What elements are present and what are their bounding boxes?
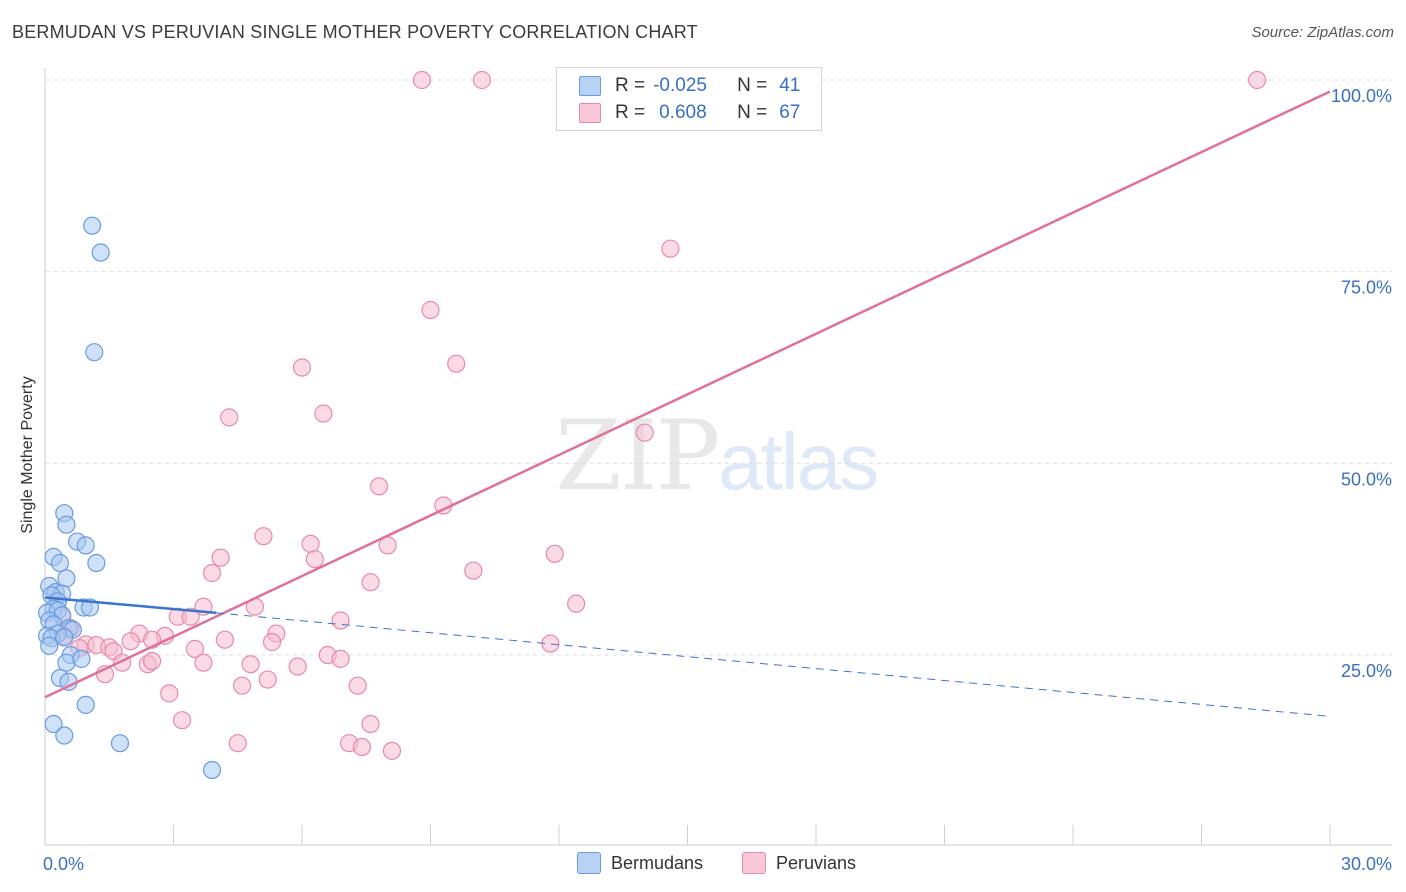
watermark-atlas: atlas: [718, 417, 879, 506]
series-legend: Bermudans Peruvians: [0, 852, 1406, 878]
peruvian-point: [361, 714, 380, 734]
peruvian-point: [288, 657, 307, 676]
bermudan-point: [202, 760, 222, 780]
legend-n-value: 41: [779, 75, 801, 96]
y-tick-label: 25.0%: [1341, 661, 1392, 681]
bermudan-point: [83, 216, 102, 235]
bermudan-point: [44, 714, 63, 734]
y-axis-label: Single Mother Poverty: [19, 376, 36, 534]
peruvian-point: [232, 676, 252, 695]
bermudans-swatch: [579, 76, 601, 96]
bermudans-legend-swatch: [577, 852, 601, 874]
legend-row-bermudans: R = -0.025 N = 41: [579, 74, 800, 98]
peruvian-point: [301, 534, 320, 553]
peruvians-legend-swatch: [742, 852, 766, 874]
legend-r-label: R =: [615, 75, 646, 96]
legend-r-label: R =: [615, 102, 646, 123]
bermudan-point: [91, 243, 110, 262]
peruvian-point: [331, 649, 350, 668]
peruvian-point: [181, 607, 200, 626]
legend-label-peruvians: Peruvians: [776, 852, 857, 873]
bermudan-point: [57, 653, 76, 672]
peruvian-point: [211, 548, 230, 567]
peruvian-point: [361, 573, 380, 592]
peruvian-point: [305, 550, 324, 569]
y-tick-label: 100.0%: [1331, 86, 1392, 106]
peruvian-point: [472, 70, 491, 90]
peruvian-point: [262, 632, 282, 652]
peruvian-point: [314, 404, 333, 423]
peruvian-point: [661, 239, 680, 258]
bermudan-point: [72, 649, 91, 668]
peruvian-point: [370, 477, 389, 496]
legend-label-bermudans: Bermudans: [611, 852, 704, 873]
legend-r-value: 0.608: [659, 102, 707, 123]
peruvian-point: [352, 737, 372, 757]
peruvian-point: [241, 655, 260, 674]
bermudan-point: [110, 734, 130, 753]
source-label: Source: ZipAtlas.com: [1251, 24, 1394, 41]
bermudan-point: [55, 726, 74, 745]
bermudan-trendline: [44, 596, 217, 615]
peruvian-point: [228, 734, 247, 753]
bermudan-point: [85, 343, 104, 362]
peruvian-point: [142, 652, 162, 671]
peruvian-point: [1248, 70, 1267, 90]
peruvians-swatch: [579, 103, 601, 123]
bermudan-point: [57, 569, 76, 588]
legend-r-value: -0.025: [653, 75, 707, 96]
x-tick-label: 30.0%: [1341, 854, 1392, 874]
x-tick-label: 0.0%: [43, 854, 84, 874]
peruvian-point: [202, 563, 222, 583]
peruvian-point: [382, 741, 402, 760]
bermudan-point: [76, 536, 95, 555]
peruvian-trendline: [44, 90, 1331, 699]
peruvian-point: [172, 711, 192, 730]
peruvian-point: [194, 653, 213, 672]
legend-item-bermudans[interactable]: Bermudans: [577, 852, 703, 874]
bermudan-point: [87, 553, 106, 573]
y-tick-label: 75.0%: [1341, 278, 1392, 298]
legend-n-value: 67: [779, 102, 801, 123]
peruvian-point: [185, 639, 205, 658]
peruvian-point: [220, 408, 239, 427]
legend-item-peruvians[interactable]: Peruvians: [742, 852, 856, 874]
legend-n-label: N =: [737, 75, 768, 96]
peruvian-point: [254, 527, 273, 546]
bermudan-point: [76, 695, 95, 714]
peruvian-point: [331, 611, 350, 630]
peruvian-point: [348, 676, 367, 695]
peruvian-point: [292, 358, 312, 377]
peruvian-point: [412, 70, 432, 90]
peruvian-point: [258, 670, 277, 689]
peruvian-point: [160, 684, 179, 703]
legend-row-peruvians: R = 0.608 N = 67: [579, 101, 800, 125]
peruvian-point: [635, 423, 654, 442]
peruvian-point: [215, 630, 234, 649]
peruvian-point: [464, 561, 483, 580]
peruvian-point: [421, 300, 440, 320]
peruvian-point: [545, 544, 564, 563]
correlation-legend: R = -0.025 N = 41 R = 0.608 N = 67: [556, 67, 822, 131]
bermudan-point: [80, 598, 100, 617]
peruvian-point: [447, 354, 466, 373]
bermudan-point: [55, 628, 74, 647]
peruvian-point: [121, 632, 140, 651]
peruvian-point: [567, 594, 586, 613]
bermudan-point: [50, 553, 70, 573]
legend-n-label: N =: [737, 102, 768, 123]
bermudan-point: [40, 636, 59, 655]
y-tick-label: 50.0%: [1341, 469, 1392, 489]
bermudan-trendline-extension: [216, 612, 1331, 717]
chart-title: BERMUDAN VS PERUVIAN SINGLE MOTHER POVER…: [12, 22, 698, 42]
bermudan-point: [57, 515, 76, 534]
